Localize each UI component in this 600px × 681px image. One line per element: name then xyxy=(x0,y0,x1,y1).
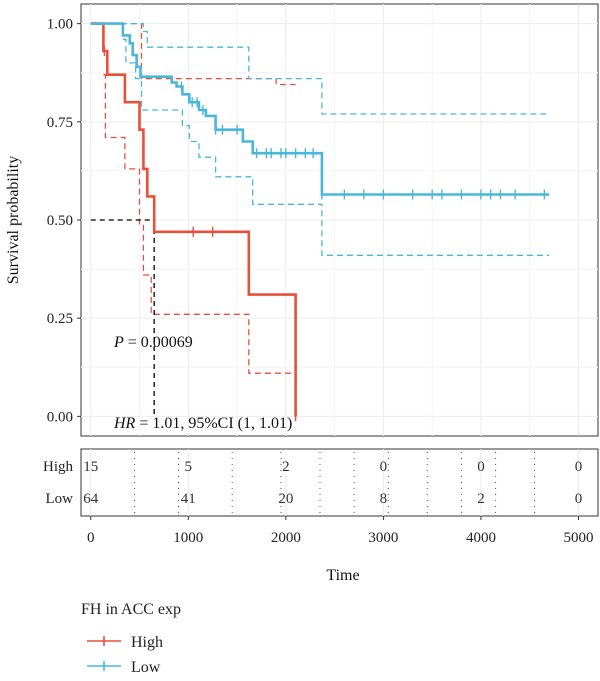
x-tick-label: 4000 xyxy=(466,530,496,546)
ci-upper-low xyxy=(90,22,550,115)
risk-table-panel xyxy=(80,448,599,517)
legend-label-high: High xyxy=(131,634,163,651)
y-axis-title: Survival probability xyxy=(5,156,22,284)
x-tick-label: 2000 xyxy=(271,530,301,546)
x-tick-label: 0 xyxy=(87,530,95,546)
risk-count-low: 20 xyxy=(278,491,293,507)
risk-row-label-high: High xyxy=(43,459,74,475)
hr-value: = 1.01, 95%CI (1, 1.01) xyxy=(135,415,292,432)
y-tick-label: 0.25 xyxy=(47,311,73,327)
risk-row-label-low: Low xyxy=(46,491,74,507)
legend-label-low: Low xyxy=(131,659,161,676)
risk-count-low: 41 xyxy=(181,491,196,507)
hr-label: HR xyxy=(113,415,136,432)
p-value: = 0.00069 xyxy=(124,334,193,351)
x-tick-label: 5000 xyxy=(563,530,593,546)
p-value-annotation: P = 0.00069 xyxy=(113,334,193,351)
risk-count-low: 0 xyxy=(575,491,583,507)
median-reference-lines xyxy=(90,219,155,417)
y-tick-label: 0.00 xyxy=(47,409,73,425)
confidence-intervals xyxy=(90,22,550,374)
survival-curve-high xyxy=(90,22,297,417)
risk-count-high: 2 xyxy=(282,459,290,475)
y-axis: 0.00 0.25 0.50 0.75 1.00 xyxy=(47,17,81,425)
risk-count-low: 64 xyxy=(83,491,99,507)
risk-count-low: 8 xyxy=(380,491,388,507)
grid xyxy=(81,4,598,436)
risk-count-high: 5 xyxy=(185,459,193,475)
x-axis-title: Time xyxy=(326,567,359,584)
y-tick-label: 0.50 xyxy=(47,213,73,229)
y-tick-label: 1.00 xyxy=(47,17,73,33)
legend-title: FH in ACC exp xyxy=(81,601,181,618)
censor-marks xyxy=(103,46,546,422)
x-axis: 0 1000 2000 3000 4000 5000 xyxy=(87,516,593,546)
survival-curve-low xyxy=(90,22,550,196)
risk-count-high: 0 xyxy=(575,459,583,475)
x-tick-label: 3000 xyxy=(368,530,398,546)
p-label: P xyxy=(113,334,124,351)
risk-count-high: 15 xyxy=(83,459,98,475)
legend: High Low xyxy=(87,634,163,676)
survival-curves xyxy=(90,22,550,417)
risk-count-high: 0 xyxy=(380,459,388,475)
x-tick-label: 1000 xyxy=(173,530,203,546)
risk-count-low: 2 xyxy=(477,491,485,507)
ci-lower-low xyxy=(122,38,550,256)
risk-table-grid xyxy=(90,449,579,516)
risk-count-high: 0 xyxy=(477,459,485,475)
y-tick-label: 0.75 xyxy=(47,115,73,131)
hr-annotation: HR = 1.01, 95%CI (1, 1.01) xyxy=(113,415,292,432)
